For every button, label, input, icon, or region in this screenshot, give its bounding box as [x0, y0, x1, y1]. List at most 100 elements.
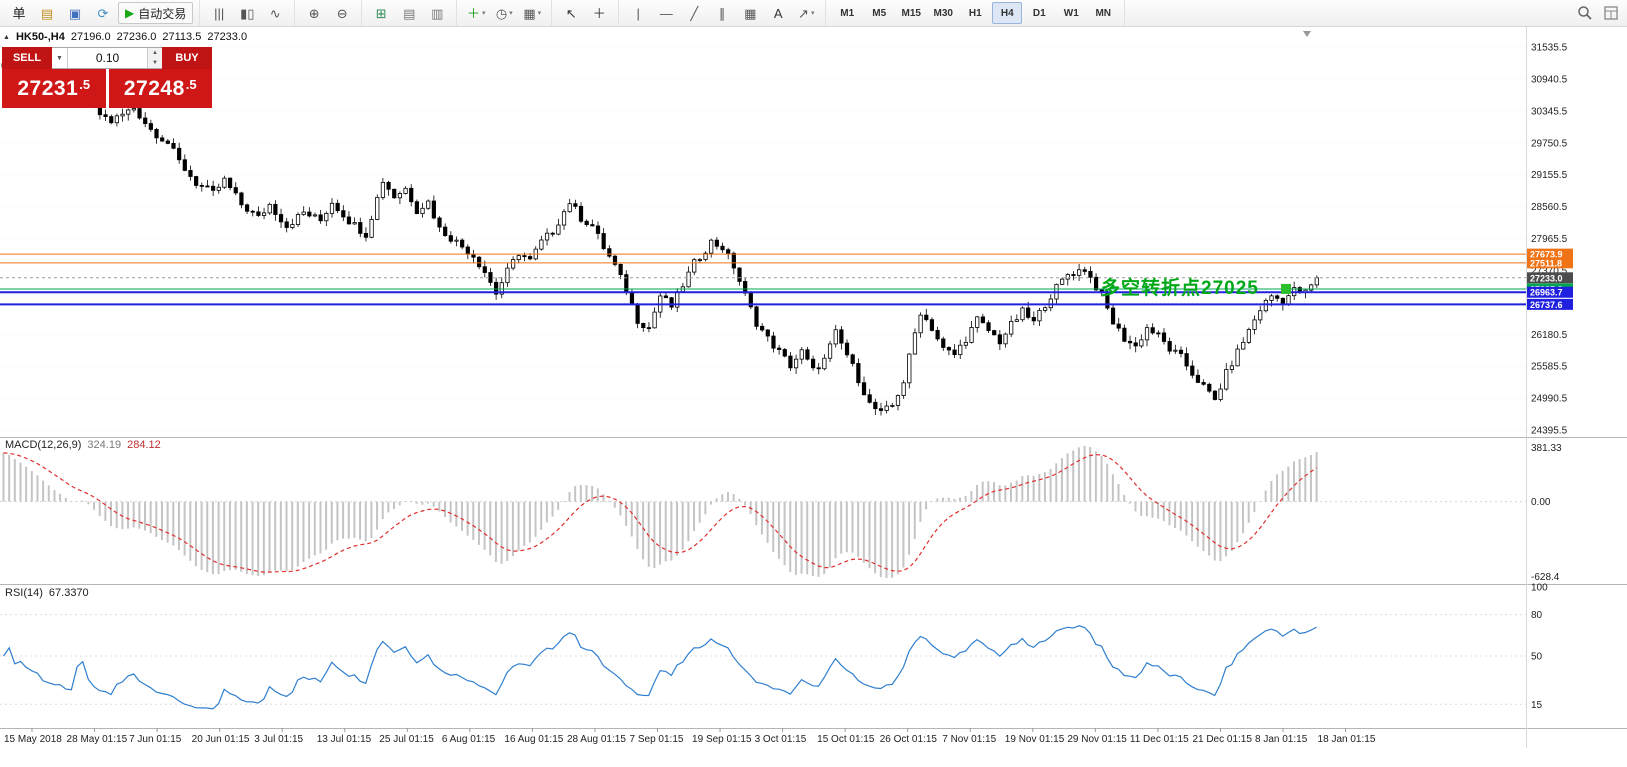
timeframe-w1[interactable]: W1: [1056, 2, 1086, 24]
chart-shift-icon[interactable]: [1303, 31, 1311, 37]
timeframe-h4-label: H4: [1000, 7, 1014, 19]
sell-button[interactable]: SELL: [2, 47, 52, 69]
volume-up-icon[interactable]: ▲: [148, 48, 162, 58]
ohlc-low: 27113.5: [162, 31, 202, 43]
tile-windows-icon[interactable]: ⊞: [368, 2, 394, 24]
sell-price[interactable]: 27231 .5: [2, 69, 106, 108]
macd-histogram: [2, 446, 1318, 578]
rsi-axis[interactable]: 100 80 50 15: [1531, 583, 1548, 711]
price-axis[interactable]: 31535.5 30940.5 30345.5 29750.5 29155.5 28560…: [1531, 43, 1568, 437]
new-chart-icon[interactable]: ▤: [34, 2, 60, 24]
panel-collapse-icon[interactable]: ▲: [3, 33, 10, 41]
channel-icon[interactable]: ∥: [709, 2, 735, 24]
toolbar-group-chart-type: ||| ▮▯ ∿: [200, 0, 296, 26]
text-tool-icon[interactable]: A: [765, 2, 791, 24]
line-chart-icon[interactable]: ∿: [262, 2, 288, 24]
new-order-button[interactable]: 单: [6, 2, 32, 24]
autotrading-button[interactable]: ▶ 自动交易: [118, 2, 194, 24]
svg-text:30940.5: 30940.5: [1531, 74, 1568, 85]
svg-text:7 Sep 01:15: 7 Sep 01:15: [630, 734, 684, 745]
horizontal-line-icon[interactable]: —: [653, 2, 679, 24]
sell-price-main: 27231: [17, 76, 79, 100]
time-axis[interactable]: 15 May 2018 28 May 01:15 7 Jun 01:15 20 Jun…: [4, 728, 1376, 745]
svg-text:20 Jun 01:15: 20 Jun 01:15: [192, 734, 250, 745]
toolbar-group-draw: | — ╱ ∥ ▦ A ↗ ▾: [619, 0, 827, 26]
timeframe-h1[interactable]: H1: [960, 2, 990, 24]
fibonacci-icon[interactable]: ▦: [737, 2, 763, 24]
svg-text:29155.5: 29155.5: [1531, 170, 1568, 181]
svg-text:26963.7: 26963.7: [1530, 288, 1563, 298]
svg-text:19 Sep 01:15: 19 Sep 01:15: [692, 734, 752, 745]
svg-text:31535.5: 31535.5: [1531, 43, 1568, 54]
candlestick-icon[interactable]: ▮▯: [234, 2, 260, 24]
svg-text:27965.5: 27965.5: [1531, 234, 1568, 245]
templates-button[interactable]: ▦ ▾: [519, 2, 545, 24]
pivot-annotation-text[interactable]: 多空转折点27025: [1101, 278, 1259, 299]
toolbar-group-file: 单 ▤ ▣ ⟳ ▶ 自动交易: [0, 0, 201, 26]
svg-text:19 Nov 01:15: 19 Nov 01:15: [1005, 734, 1065, 745]
timeframe-m30[interactable]: M30: [928, 2, 958, 24]
trendline-icon-glyph: ╱: [690, 5, 699, 21]
svg-text:28560.5: 28560.5: [1531, 202, 1568, 213]
svg-text:3 Oct 01:15: 3 Oct 01:15: [755, 734, 807, 745]
bar-chart-icon[interactable]: |||: [206, 2, 232, 24]
timeframe-h4[interactable]: H4: [992, 2, 1023, 24]
profiles-icon[interactable]: ▣: [62, 2, 88, 24]
svg-text:0.00: 0.00: [1531, 497, 1551, 508]
autotrading-button-label: 自动交易: [138, 6, 187, 21]
periods-button-glyph: ◷: [495, 5, 508, 21]
toolbar-group-zoom: ⊕ ⊖: [295, 0, 363, 26]
line-chart-icon-glyph: ∿: [269, 5, 281, 21]
cascade-windows-icon[interactable]: ▤: [396, 2, 422, 24]
fibonacci-icon-glyph: ▦: [744, 5, 757, 21]
cursor-icon[interactable]: ↖: [558, 2, 584, 24]
macd-axis[interactable]: 381.33 0.00 -628.4: [1531, 443, 1562, 583]
sell-price-frac: .5: [79, 77, 91, 92]
tile-horizontal-icon[interactable]: ▥: [424, 2, 450, 24]
svg-text:7 Jun 01:15: 7 Jun 01:15: [129, 734, 182, 745]
timeframe-mn[interactable]: MN: [1088, 2, 1118, 24]
periods-button[interactable]: ◷ ▾: [491, 2, 517, 24]
svg-text:80: 80: [1531, 610, 1543, 621]
search-icon[interactable]: [1577, 5, 1593, 21]
svg-text:29750.5: 29750.5: [1531, 138, 1568, 149]
svg-text:6 Aug 01:15: 6 Aug 01:15: [442, 734, 496, 745]
indicators-button[interactable]: ＋ ▾: [463, 2, 489, 24]
price-tags: 27673.927511.827233.027025.226963.726737…: [1527, 248, 1573, 310]
rsi-value: 67.3370: [48, 587, 89, 599]
level-lines[interactable]: [0, 253, 1526, 306]
profiles-icon-glyph: ▣: [68, 5, 82, 21]
ohlc-close: 27233.0: [207, 31, 248, 43]
timeframe-d1[interactable]: D1: [1024, 2, 1054, 24]
price-grid: [0, 46, 1526, 431]
cascade-windows-icon-glyph: ▤: [403, 5, 416, 21]
periods-button-caret-icon[interactable]: ▾: [509, 10, 513, 17]
svg-text:50: 50: [1531, 652, 1543, 663]
volume-input[interactable]: [68, 48, 147, 68]
zoom-in-icon-glyph: ⊕: [308, 5, 320, 21]
autotrading-button-glyph: ▶: [125, 6, 135, 20]
buy-price[interactable]: 27248 .5: [108, 69, 212, 108]
zoom-out-icon-glyph: ⊖: [336, 5, 348, 21]
timeframe-m5[interactable]: M5: [864, 2, 894, 24]
svg-text:27370.5: 27370.5: [1531, 266, 1568, 277]
arrows-tool-icon-caret-icon[interactable]: ▾: [810, 10, 815, 17]
trendline-icon[interactable]: ╱: [681, 2, 707, 24]
data-window-icon[interactable]: [1603, 5, 1619, 21]
arrows-tool-icon[interactable]: ↗ ▾: [793, 2, 819, 24]
buy-button[interactable]: BUY: [162, 47, 212, 69]
zoom-in-icon[interactable]: ⊕: [301, 2, 327, 24]
indicators-button-caret-icon[interactable]: ▾: [482, 10, 486, 17]
timeframe-m1[interactable]: M1: [832, 2, 862, 24]
macd-header: MACD(12,26,9) 324.19 284.12: [5, 439, 161, 451]
volume-down-icon[interactable]: ▼: [148, 58, 162, 68]
templates-button-caret-icon[interactable]: ▾: [537, 10, 542, 17]
timeframe-m15[interactable]: M15: [896, 2, 926, 24]
volume-preset-caret-icon[interactable]: ▼: [52, 48, 68, 68]
pivot-marker[interactable]: [1281, 283, 1291, 294]
zoom-out-icon[interactable]: ⊖: [329, 2, 355, 24]
crosshair-icon[interactable]: ＋: [586, 2, 612, 24]
refresh-icon[interactable]: ⟳: [90, 2, 116, 24]
vertical-line-icon[interactable]: |: [625, 2, 651, 24]
